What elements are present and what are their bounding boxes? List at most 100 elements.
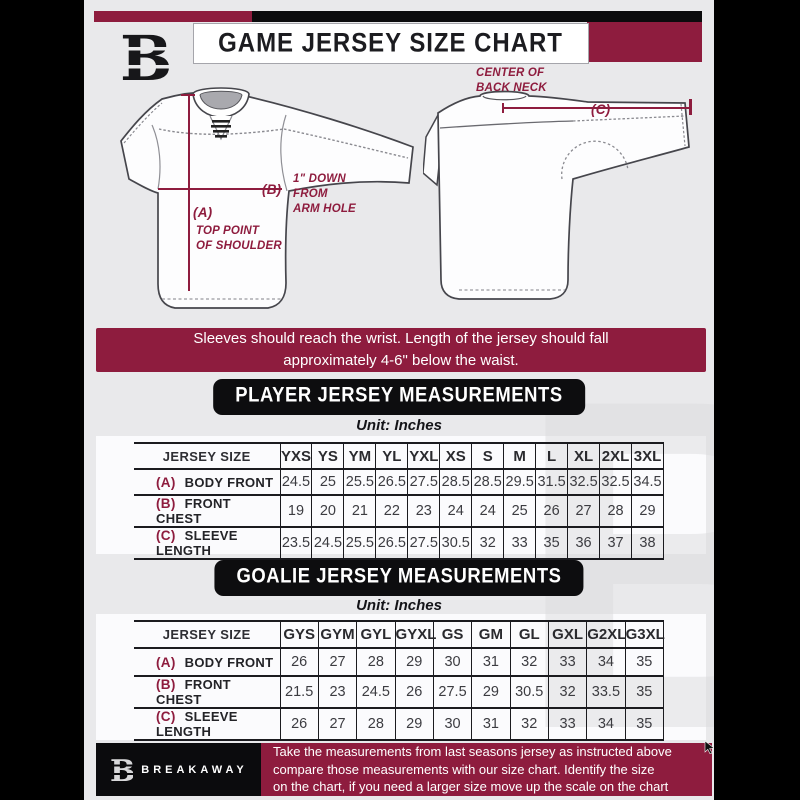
size-column-header: YXL	[407, 442, 441, 470]
measurement-cell: 19	[279, 494, 313, 528]
measurements-table: JERSEY SIZE YXS YS YM YL YXL XS S M L XL 2XL 3XL (A) B…	[134, 442, 665, 560]
table-row: (A) BODY FRONT 26 27 28 29 30 31 32 33 34 35	[134, 647, 665, 677]
measurement-cell: 36	[567, 526, 601, 560]
row-header-cell: (A) BODY FRONT	[134, 468, 281, 496]
row-key: (B)	[156, 496, 176, 511]
line-c-right-tick	[689, 99, 692, 115]
measurement-cell: 38	[630, 526, 665, 560]
size-column-header: YM	[343, 442, 377, 470]
measure-line-c	[502, 107, 691, 109]
size-column-header: GM	[471, 620, 511, 649]
measurement-cell: 32.5	[567, 468, 601, 496]
measurement-cell: 29	[471, 675, 511, 709]
row-header-cell: (C) SLEEVE LENGTH	[134, 707, 281, 741]
label-c: (C)	[591, 102, 611, 117]
size-column-header: GYL	[356, 620, 396, 649]
table-label-header: JERSEY SIZE	[134, 620, 281, 649]
player-unit-label: Unit: Inches	[356, 417, 442, 434]
measurement-cell: 35	[624, 647, 665, 677]
measurement-cell: 30	[432, 647, 473, 677]
left-armhole-seam	[151, 124, 161, 190]
measurement-cell: 32	[471, 526, 505, 560]
logo-slice	[114, 65, 170, 69]
title-maroon-block	[587, 22, 702, 62]
measurement-cell: 33	[547, 647, 588, 677]
row-label: BODY FRONT	[184, 474, 274, 490]
row-label: SLEEVE LENGTH	[156, 709, 238, 739]
note-top-point-of-shoulder: TOP POINT OF SHOULDER	[196, 225, 282, 252]
size-column-header: XL	[567, 442, 601, 470]
measurement-cell: 35	[624, 675, 665, 709]
size-chart-page: B B GAME JERSEY SIZE CHART	[84, 0, 714, 800]
measurement-cell: 32	[509, 647, 549, 677]
size-column-header: M	[503, 442, 537, 470]
measurement-cell: 26	[279, 647, 319, 677]
row-header-cell: (C) SLEEVE LENGTH	[134, 526, 281, 560]
measurement-cell: 27	[567, 494, 601, 528]
player-measurements-table: JERSEY SIZE YXS YS YM YL YXL XS S M L XL 2XL 3XL (A) B…	[134, 442, 665, 560]
left-sleeve-seam	[123, 102, 163, 144]
measurements-table: JERSEY SIZE GYS GYM GYL GYXL GS GM GL GXL G2XL G3X…	[134, 620, 665, 741]
measurement-cell: 29	[394, 647, 434, 677]
measurement-cell: 20	[311, 494, 345, 528]
measurement-cell: 32	[547, 675, 588, 709]
size-column-header: G3XL	[624, 620, 665, 649]
row-label: BODY FRONT	[184, 654, 274, 670]
row-header-cell: (B) FRONT CHEST	[134, 494, 281, 528]
sleeve-seam	[283, 128, 409, 159]
measurement-cell: 28.5	[439, 468, 473, 496]
right-armhole-seam	[280, 114, 288, 192]
measurement-cell: 35	[535, 526, 569, 560]
logo-slice	[114, 47, 170, 51]
measurement-cell: 28	[599, 494, 632, 528]
measurement-cell: 31	[471, 707, 511, 741]
size-column-header: YL	[375, 442, 409, 470]
measurement-cell: 28	[356, 707, 396, 741]
measurement-cell: 34	[586, 707, 626, 741]
back-sleeve-seam	[572, 115, 686, 122]
measurement-cell: 25	[311, 468, 345, 496]
measurement-cell: 32.5	[599, 468, 632, 496]
measurement-cell: 25.5	[343, 468, 377, 496]
measure-line-a	[188, 95, 190, 291]
row-header-cell: (A) BODY FRONT	[134, 647, 281, 677]
measurement-cell: 27.5	[432, 675, 473, 709]
jersey-front-body	[120, 91, 414, 309]
size-column-header: L	[535, 442, 569, 470]
measurement-cell: 23	[317, 675, 358, 709]
label-b: (B)	[262, 182, 282, 197]
goalie-unit-label: Unit: Inches	[356, 597, 442, 614]
measurement-cell: 34	[586, 647, 626, 677]
size-column-header: GXL	[547, 620, 588, 649]
row-header-cell: (B) FRONT CHEST	[134, 675, 281, 709]
footer-logo-letter: B	[110, 755, 133, 785]
table-row: (C) SLEEVE LENGTH 23.5 24.5 25.5 26.5 27.5 30.5…	[134, 526, 665, 560]
measurement-cell: 24.5	[311, 526, 345, 560]
goalie-section-title-box: GOALIE JERSEY MEASUREMENTS	[214, 560, 584, 596]
table-row: (A) BODY FRONT 24.5 25 25.5 26.5 27.5 28.5 28.5 2…	[134, 468, 665, 496]
measurement-cell: 25.5	[343, 526, 377, 560]
header-accent-bar-black	[252, 11, 702, 22]
size-column-header: XS	[439, 442, 473, 470]
logo-letter: B	[120, 26, 170, 90]
label-a: (A)	[193, 205, 213, 220]
measurement-cell: 23.5	[279, 526, 313, 560]
row-key: (C)	[156, 709, 176, 724]
measurement-cell: 28	[356, 647, 396, 677]
measurement-cell: 27.5	[407, 526, 441, 560]
row-label: FRONT CHEST	[156, 677, 231, 707]
note-down-from-armhole: 1" DOWN FROM ARM HOLE	[293, 173, 356, 215]
measurement-cell: 31	[471, 647, 511, 677]
size-column-header: GYM	[317, 620, 358, 649]
measurement-cell: 25	[503, 494, 537, 528]
size-column-header: G2XL	[586, 620, 626, 649]
measurement-cell: 29	[394, 707, 434, 741]
player-section-title-box: PLAYER JERSEY MEASUREMENTS	[213, 379, 585, 415]
measurement-cell: 32	[509, 707, 549, 741]
table-label-header: JERSEY SIZE	[134, 442, 281, 470]
measurement-cell: 30	[432, 707, 473, 741]
measurement-cell: 35	[624, 707, 665, 741]
note-center-of-back-neck: CENTER OF BACK NECK	[476, 67, 547, 94]
measurement-cell: 29	[630, 494, 665, 528]
measurement-cell: 26	[535, 494, 569, 528]
